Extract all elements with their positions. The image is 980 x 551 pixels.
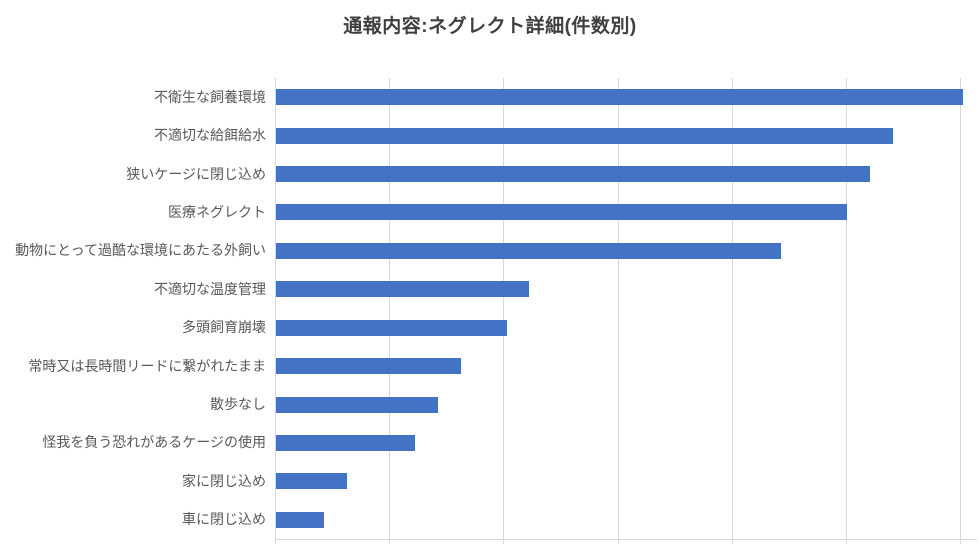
category-label: 散歩なし bbox=[210, 396, 266, 413]
category-label: 常時又は長時間リードに繋がれたまま bbox=[28, 357, 266, 374]
bar bbox=[276, 511, 324, 528]
category-label: 不衛生な飼養環境 bbox=[154, 88, 266, 105]
gridline bbox=[275, 78, 276, 544]
bar bbox=[276, 396, 439, 413]
gridline bbox=[845, 78, 847, 544]
gridline bbox=[389, 78, 391, 544]
category-label: 不適切な給餌給水 bbox=[154, 127, 266, 144]
bar bbox=[276, 473, 347, 490]
bar bbox=[276, 127, 893, 144]
category-label: 車に閉じ込め bbox=[182, 511, 266, 528]
gridline bbox=[617, 78, 619, 544]
category-label: 多頭飼育崩壊 bbox=[182, 319, 266, 336]
gridline bbox=[731, 78, 733, 544]
category-label: 家に閉じ込め bbox=[182, 472, 266, 489]
gridline bbox=[960, 78, 961, 544]
bar bbox=[276, 166, 870, 183]
category-label: 狭いケージに閉じ込め bbox=[126, 165, 266, 182]
chart-title: 通報内容:ネグレクト詳細(件数別) bbox=[343, 16, 637, 37]
gridline bbox=[503, 78, 505, 544]
bar bbox=[276, 242, 781, 259]
bar bbox=[276, 358, 461, 375]
category-label: 医療ネグレクト bbox=[168, 203, 266, 220]
bar bbox=[276, 434, 416, 451]
category-label: 不適切な温度管理 bbox=[154, 280, 266, 297]
bar bbox=[276, 204, 847, 221]
category-label: 動物にとって過酷な環境にあたる外飼い bbox=[15, 242, 266, 259]
bar bbox=[276, 281, 530, 298]
x-axis-line bbox=[275, 539, 977, 540]
bar bbox=[276, 89, 964, 106]
category-label: 怪我を負う恐れがあるケージの使用 bbox=[42, 434, 266, 451]
bar bbox=[276, 319, 507, 336]
